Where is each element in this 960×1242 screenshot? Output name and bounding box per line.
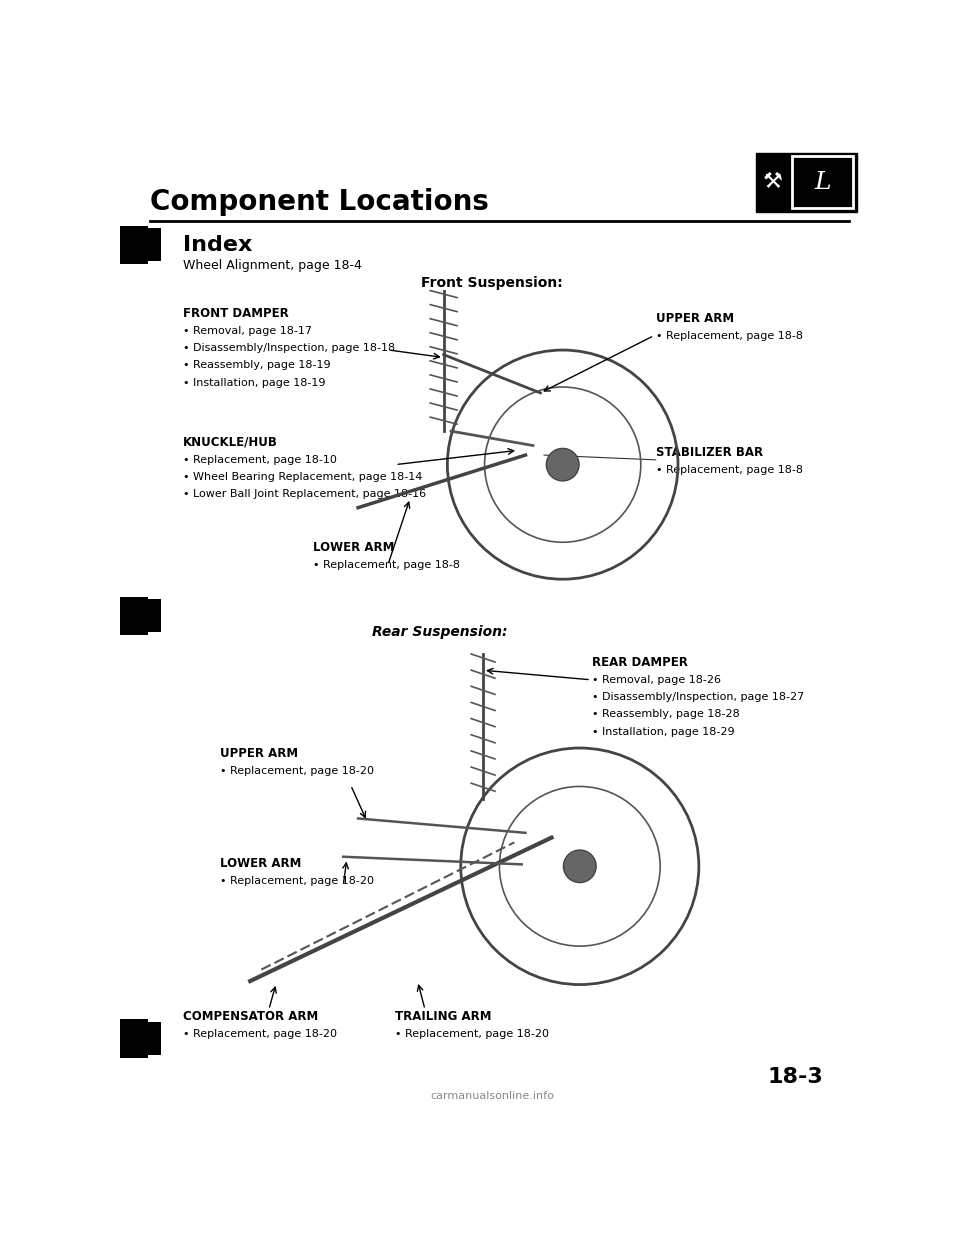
Text: • Replacement, page 18-20: • Replacement, page 18-20 <box>221 876 374 886</box>
Text: • Replacement, page 18-8: • Replacement, page 18-8 <box>656 465 803 474</box>
Text: UPPER ARM: UPPER ARM <box>656 312 733 324</box>
Text: 18-3: 18-3 <box>767 1067 823 1087</box>
Text: • Reassembly, page 18-19: • Reassembly, page 18-19 <box>183 360 331 370</box>
Text: • Wheel Bearing Replacement, page 18-14: • Wheel Bearing Replacement, page 18-14 <box>183 472 422 482</box>
Text: FRONT DAMPER: FRONT DAMPER <box>183 307 289 320</box>
Text: Component Locations: Component Locations <box>150 188 489 216</box>
Text: REAR DAMPER: REAR DAMPER <box>592 656 688 669</box>
Text: Rear Suspension:: Rear Suspension: <box>372 625 508 638</box>
Circle shape <box>564 850 596 883</box>
Text: • Replacement, page 18-20: • Replacement, page 18-20 <box>221 766 374 776</box>
Bar <box>120 226 148 263</box>
Text: TRAILING ARM: TRAILING ARM <box>396 1010 492 1022</box>
Text: • Lower Ball Joint Replacement, page 18-16: • Lower Ball Joint Replacement, page 18-… <box>183 489 426 499</box>
Text: ⚒: ⚒ <box>763 173 783 193</box>
Text: COMPENSATOR ARM: COMPENSATOR ARM <box>183 1010 319 1022</box>
Text: UPPER ARM: UPPER ARM <box>221 746 299 760</box>
Text: LOWER ARM: LOWER ARM <box>221 857 301 869</box>
Text: Front Suspension:: Front Suspension: <box>421 276 563 289</box>
Text: • Replacement, page 18-10: • Replacement, page 18-10 <box>183 455 337 465</box>
Text: • Replacement, page 18-8: • Replacement, page 18-8 <box>314 560 461 570</box>
Bar <box>756 153 856 212</box>
Bar <box>120 1022 161 1054</box>
Text: LOWER ARM: LOWER ARM <box>314 542 395 554</box>
Text: carmanualsonline.info: carmanualsonline.info <box>430 1090 554 1100</box>
Text: • Replacement, page 18-20: • Replacement, page 18-20 <box>183 1028 337 1038</box>
Text: Index: Index <box>183 235 252 255</box>
Text: • Disassembly/Inspection, page 18-18: • Disassembly/Inspection, page 18-18 <box>183 343 396 353</box>
Text: • Installation, page 18-19: • Installation, page 18-19 <box>183 378 325 388</box>
Bar <box>120 229 161 261</box>
Bar <box>120 1020 148 1058</box>
Text: • Reassembly, page 18-28: • Reassembly, page 18-28 <box>592 709 740 719</box>
Circle shape <box>546 448 579 481</box>
Text: • Removal, page 18-17: • Removal, page 18-17 <box>183 325 312 337</box>
Text: STABILIZER BAR: STABILIZER BAR <box>656 446 763 458</box>
Text: Wheel Alignment, page 18-4: Wheel Alignment, page 18-4 <box>183 260 362 272</box>
Bar <box>120 600 161 632</box>
Bar <box>792 155 852 209</box>
Text: L: L <box>814 171 830 194</box>
Text: KNUCKLE/HUB: KNUCKLE/HUB <box>183 436 278 448</box>
Text: • Removal, page 18-26: • Removal, page 18-26 <box>592 676 722 686</box>
Text: • Disassembly/Inspection, page 18-27: • Disassembly/Inspection, page 18-27 <box>592 692 804 702</box>
Text: • Replacement, page 18-20: • Replacement, page 18-20 <box>396 1028 549 1038</box>
Text: • Replacement, page 18-8: • Replacement, page 18-8 <box>656 330 803 340</box>
Bar <box>120 596 148 635</box>
Text: • Installation, page 18-29: • Installation, page 18-29 <box>592 727 735 737</box>
